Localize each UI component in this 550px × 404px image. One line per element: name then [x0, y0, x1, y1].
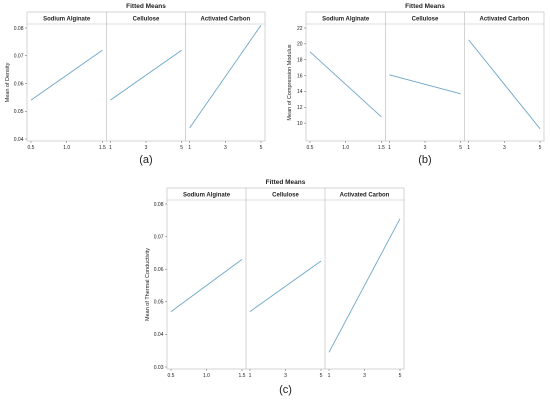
x-tick-label: 3	[145, 145, 148, 151]
fitted-mean-line	[328, 218, 401, 353]
x-tick-label: 3	[503, 145, 506, 151]
chart-title: Fitted Means	[405, 3, 445, 10]
facet-strip-label: Sodium Alginate	[43, 16, 91, 22]
chart-title: Fitted Means	[126, 3, 166, 10]
y-tick-label: 20	[297, 42, 303, 48]
chart-panel-a: Fitted Means 0.04 0.05 0.06 0.07 0.08 Mean of …	[5, 3, 266, 166]
y-tick-label: 0.04	[14, 137, 24, 143]
y-tick-label: 12	[297, 105, 303, 111]
x-tick-label: 1	[249, 373, 252, 379]
x-tick-label: 3	[284, 373, 287, 379]
x-tick-label: 5	[320, 373, 323, 379]
fitted-mean-line	[110, 49, 182, 101]
y-tick-label: 0.06	[14, 81, 24, 87]
y-tick-label: 10	[297, 121, 303, 127]
facet-strip-label: Activated Carbon	[340, 192, 390, 198]
y-axis-title: Mean of Compression Modulus	[287, 44, 293, 120]
facet-strip-label: Sodium Alginate	[322, 16, 370, 22]
x-tick-label: 1.5	[99, 145, 106, 151]
chart-title: Fitted Means	[266, 179, 306, 186]
y-tick-label: 0.03	[154, 365, 164, 371]
facet-strip-label: Activated Carbon	[200, 16, 250, 22]
y-tick-label: 0.05	[14, 109, 24, 115]
x-tick-label: 5	[399, 373, 402, 379]
x-tick-label: 1.5	[239, 373, 246, 379]
y-tick-label: 16	[297, 73, 303, 79]
y-tick-label: 0.04	[154, 332, 164, 338]
y-tick-label: 22	[297, 26, 303, 32]
y-tick-label: 14	[297, 89, 303, 95]
chart-panel-b: Fitted Means 10 12 14 16 18 20 22 Mean of Compre…	[287, 3, 545, 166]
fitted-mean-line	[170, 259, 243, 312]
chart-panel-c: Fitted Means 0.03 0.04 0.05 0.06 0.07 0.08 Mean…	[145, 179, 405, 396]
y-tick-label: 0.08	[154, 202, 164, 208]
y-axis-title: Mean of Thermal Conductivity	[145, 248, 151, 321]
facet-strip-label: Activated Carbon	[479, 16, 529, 22]
x-tick-label: 1.0	[63, 145, 70, 151]
y-tick-label: 0.07	[154, 234, 164, 240]
x-tick-label: 3	[224, 145, 227, 151]
x-tick-label: 1	[328, 373, 331, 379]
x-tick-label: 5	[180, 145, 183, 151]
fitted-mean-line	[389, 74, 461, 95]
x-tick-label: 3	[424, 145, 427, 151]
facet-strip-label: Cellulose	[133, 16, 160, 22]
fitted-mean-line	[30, 49, 103, 101]
plot-frame	[26, 11, 266, 142]
x-tick-label: 1	[467, 145, 470, 151]
facet-strip-label: Cellulose	[412, 16, 439, 22]
fitted-mean-line	[309, 51, 382, 118]
x-tick-label: 3	[363, 373, 366, 379]
x-tick-label: 1.0	[342, 145, 349, 151]
x-tick-label: 0.5	[28, 145, 35, 151]
facet-strip-label: Cellulose	[272, 192, 299, 198]
fitted-mean-line	[189, 24, 262, 129]
x-tick-label: 0.5	[168, 373, 175, 379]
x-tick-label: 1.0	[203, 373, 210, 379]
y-tick-label: 0.07	[14, 54, 24, 60]
y-tick-label: 0.05	[154, 300, 164, 306]
x-tick-label: 5	[539, 145, 542, 151]
fitted-mean-line	[468, 39, 541, 129]
x-tick-label: 1.5	[378, 145, 385, 151]
panel-label: (a)	[139, 154, 152, 166]
y-tick-label: 0.06	[154, 267, 164, 273]
plot-frame	[305, 11, 545, 142]
y-axis-title: Mean of Density	[5, 62, 11, 102]
y-tick-label: 18	[297, 58, 303, 64]
x-tick-label: 0.5	[307, 145, 314, 151]
y-tick-label: 0.08	[14, 26, 24, 32]
x-tick-label: 5	[260, 145, 263, 151]
x-tick-label: 5	[459, 145, 462, 151]
x-tick-label: 1	[188, 145, 191, 151]
panel-label: (b)	[418, 154, 431, 166]
x-tick-label: 1	[109, 145, 112, 151]
facet-strip-label: Sodium Alginate	[183, 192, 231, 198]
fitted-mean-line	[249, 260, 322, 312]
x-tick-label: 1	[388, 145, 391, 151]
panel-label: (c)	[279, 384, 292, 396]
